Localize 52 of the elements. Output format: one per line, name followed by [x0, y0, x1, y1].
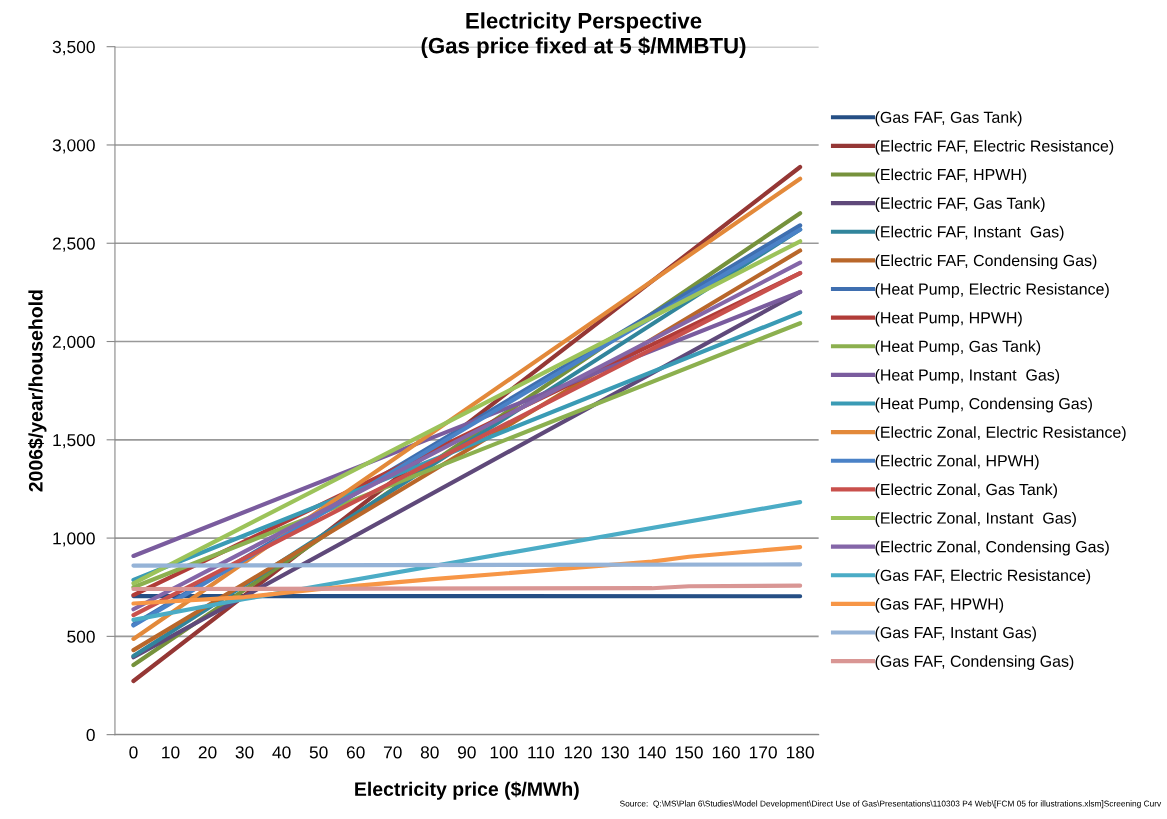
x-tick-label: 120: [564, 746, 592, 759]
x-tick-label: 130: [601, 746, 629, 759]
x-tick-label: 90: [457, 746, 476, 759]
legend-label: (Electric FAF, Gas Tank): [875, 197, 1045, 213]
x-tick-label: 140: [638, 746, 666, 759]
x-tick-label: 10: [162, 746, 180, 759]
legend-label: (Electric Zonal, Condensing Gas): [875, 540, 1109, 556]
x-tick-label: 70: [383, 746, 402, 759]
x-tick-label: 40: [272, 746, 291, 759]
legend-label: (Electric Zonal, HPWH): [875, 454, 1039, 470]
x-tick-label: 60: [346, 746, 365, 759]
y-tick-label: 500: [67, 630, 95, 643]
legend-label: (Electric FAF, Condensing Gas): [875, 254, 1097, 270]
x-tick-label: 20: [198, 746, 217, 759]
y-tick-label: 2,000: [52, 335, 95, 351]
x-tick-label: 30: [235, 746, 254, 759]
x-tick-label: 170: [749, 746, 777, 759]
legend-label: (Electric FAF, Electric Resistance): [875, 139, 1114, 155]
legend-label: (Electric Zonal, Instant Gas): [875, 512, 1076, 527]
y-tick-label: 1,000: [53, 532, 95, 547]
legend-label: (Heat Pump, Gas Tank): [875, 340, 1041, 356]
y-tick-label: 3,000: [52, 139, 95, 154]
x-tick-label: 80: [420, 746, 439, 759]
legend-label: (Electric FAF, Instant Gas): [875, 225, 1064, 241]
x-tick-label: 150: [675, 746, 703, 759]
chart-subtitle: (Gas price fixed at 5 $/MMBTU): [421, 36, 746, 58]
x-tick-label: 160: [712, 746, 740, 759]
legend-label: (Electric Zonal, Electric Resistance): [875, 426, 1126, 442]
x-tick-label: 180: [786, 746, 814, 759]
x-tick-label: 50: [309, 746, 328, 759]
source-note: Source: Q:\MS\Plan 6\Studies\Model Development\Direct Use of Gas\Presentations\110303 P4 Web\[FCM 05 for illustrations.xlsm]Screening Curv: [619, 800, 1162, 809]
y-tick-label: 3,500: [52, 40, 95, 56]
chart-title: Electricity Perspective: [466, 12, 702, 33]
legend-label: (Heat Pump, Condensing Gas): [875, 397, 1092, 413]
legend-label: (Electric FAF, HPWH): [875, 168, 1027, 184]
legend-label: (Gas FAF, HPWH): [875, 597, 1004, 613]
y-axis-title: 2006$/year/household: [28, 290, 47, 492]
legend-label: (Heat Pump, HPWH): [875, 311, 1022, 327]
x-axis-title: Electricity price ($/MWh): [355, 781, 579, 800]
legend-label: (Gas FAF, Condensing Gas): [875, 655, 1074, 671]
legend-label: (Gas FAF, Instant Gas): [875, 626, 1036, 642]
legend-label: (Heat Pump, Electric Resistance): [875, 283, 1109, 298]
y-tick-label: 0: [86, 728, 95, 742]
x-tick-label: 110: [528, 746, 555, 759]
legend-label: (Electric Zonal, Gas Tank): [875, 483, 1058, 499]
y-tick-label: 2,500: [52, 237, 95, 252]
x-tick-label: 100: [490, 746, 518, 759]
legend-label: (Gas FAF, Gas Tank): [875, 111, 1022, 127]
legend-label: (Gas FAF, Electric Resistance): [875, 569, 1091, 585]
legend-label: (Heat Pump, Instant Gas): [875, 368, 1060, 384]
y-tick-label: 1,500: [53, 433, 95, 449]
x-tick-label: 0: [129, 746, 138, 759]
